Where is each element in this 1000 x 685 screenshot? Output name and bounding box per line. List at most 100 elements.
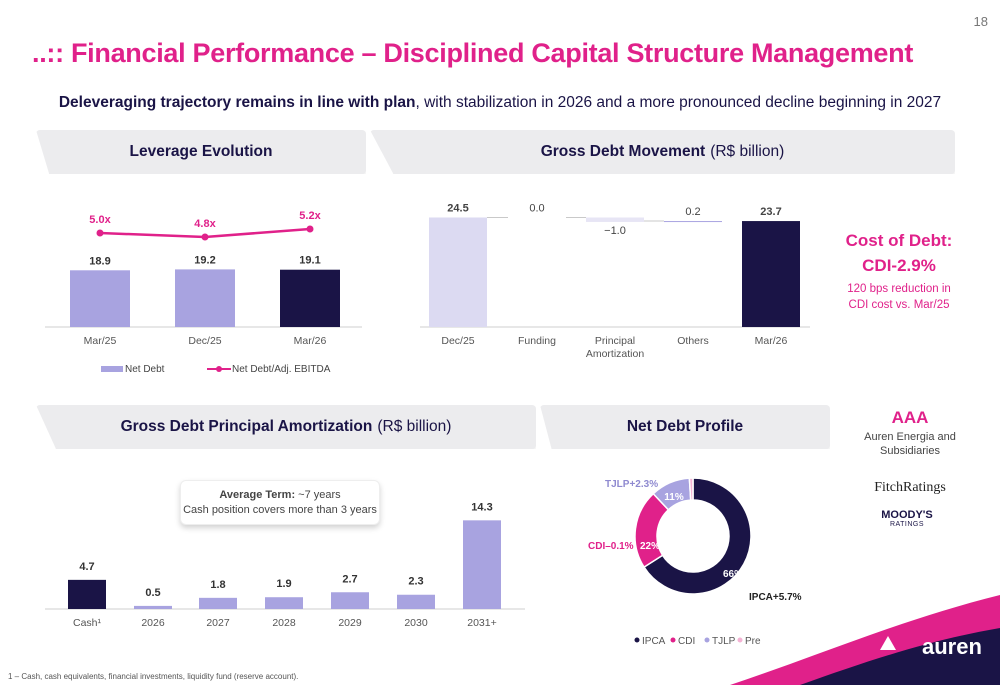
net-debt-profile-panel-title: Net Debt Profile bbox=[626, 418, 744, 435]
rating-subject-2: Subsidiaries bbox=[880, 445, 940, 457]
donut-legend-marker bbox=[634, 637, 640, 643]
page-title: ..:: Financial Performance – Disciplined… bbox=[32, 38, 914, 68]
net-debt-label: 18.9 bbox=[89, 255, 110, 267]
cost-of-debt-note-1: 120 bps reduction in bbox=[847, 283, 951, 295]
waterfall-bar bbox=[586, 217, 644, 222]
donut-callout-tjlp: TJLP+2.3% bbox=[605, 479, 658, 490]
average-term-line2: Cash position covers more than 3 years bbox=[183, 504, 377, 516]
gross-debt-movement-chart: 24.5 Dec/25 0.0 Funding −1.0 PrincipalAmortiz… bbox=[420, 202, 810, 360]
amort-tick-label: 2030 bbox=[404, 617, 428, 629]
donut-legend-label: Pre bbox=[745, 636, 761, 647]
net-debt-label: 19.2 bbox=[194, 254, 215, 266]
page-subtitle: Deleveraging trajectory remains in line … bbox=[0, 94, 1000, 112]
donut-legend-marker bbox=[737, 637, 743, 643]
legend-net-debt-swatch bbox=[101, 366, 123, 372]
leverage-tick-label: Dec/25 bbox=[188, 335, 221, 347]
ratings: AAA Auren Energia and Subsidiaries FitchR… bbox=[858, 408, 962, 528]
average-term-label: Average Term: bbox=[219, 489, 296, 501]
donut-slice bbox=[642, 477, 752, 595]
subtitle-bold: Deleveraging trajectory remains in line … bbox=[58, 94, 416, 111]
subtitle-rest: , with stabilization in 2026 and a more … bbox=[415, 94, 942, 111]
leverage-panel-title: Leverage Evolution bbox=[129, 143, 273, 160]
waterfall-label: 24.5 bbox=[447, 202, 468, 214]
net-debt-profile-chart: 66% 22% 11% IPCA+5.7% CDI–0.1% TJLP+2.3% IPCA C… bbox=[588, 477, 802, 647]
net-debt-label: 19.1 bbox=[299, 255, 320, 267]
waterfall-tick-label: Mar/26 bbox=[755, 335, 788, 347]
amort-label: 1.9 bbox=[276, 578, 291, 590]
leverage-panel-header: Leverage Evolution bbox=[36, 130, 366, 174]
amort-tick-label: 2028 bbox=[272, 617, 296, 629]
gross-debt-panel-title: Gross Debt Movement bbox=[540, 143, 706, 160]
rating-subject: Auren Energia and Subsidiaries bbox=[858, 430, 962, 458]
amort-tick-label: 2026 bbox=[141, 617, 165, 629]
waterfall-bar bbox=[508, 217, 566, 219]
amort-bar bbox=[265, 597, 303, 609]
rating-subject-1: Auren Energia and bbox=[864, 431, 956, 443]
leverage-label: 4.8x bbox=[194, 218, 216, 230]
waterfall-bar bbox=[742, 221, 800, 327]
footnote: 1 – Cash, cash equivalents, financial in… bbox=[8, 672, 299, 681]
amortization-panel-title: Gross Debt Principal Amortization bbox=[120, 418, 373, 435]
waterfall-label: −1.0 bbox=[604, 225, 626, 237]
legend-leverage-marker bbox=[216, 366, 222, 372]
net-debt-bar bbox=[175, 269, 235, 327]
amort-bar bbox=[397, 594, 435, 609]
waterfall-label: 0.2 bbox=[685, 206, 700, 218]
moodys-logo: MOODY'S bbox=[881, 509, 933, 521]
donut-legend-label: CDI bbox=[678, 636, 695, 647]
cost-of-debt-note-2: CDI cost vs. Mar/25 bbox=[848, 299, 950, 311]
page-number: 18 bbox=[973, 14, 988, 29]
amort-bar bbox=[331, 592, 369, 609]
donut-callout-cdi: CDI–0.1% bbox=[588, 541, 634, 552]
gross-debt-panel-unit: (R$ billion) bbox=[710, 143, 785, 160]
amort-label: 4.7 bbox=[79, 561, 94, 573]
waterfall-tick-label-2: Amortization bbox=[586, 348, 645, 360]
amort-label: 2.7 bbox=[342, 573, 357, 585]
waterfall-bar bbox=[664, 221, 722, 223]
amort-bar bbox=[463, 520, 501, 609]
moodys-logo-sub: RATINGS bbox=[889, 521, 925, 528]
net-debt-bar bbox=[70, 270, 130, 327]
waterfall-tick-label: Funding bbox=[518, 335, 556, 347]
waterfall-label: 23.7 bbox=[760, 206, 781, 218]
legend-net-debt-label: Net Debt bbox=[125, 364, 165, 375]
amort-label: 14.3 bbox=[471, 501, 492, 513]
amortization-panel-unit: (R$ billion) bbox=[377, 418, 452, 435]
net-debt-bar bbox=[280, 269, 340, 327]
leverage-point bbox=[96, 229, 104, 237]
donut-legend-marker bbox=[670, 637, 676, 643]
donut-slice-label: 22% bbox=[640, 541, 660, 552]
leverage-label: 5.0x bbox=[89, 214, 111, 226]
donut-slice bbox=[688, 477, 694, 501]
average-term-callout: Average Term: ~7 years Cash position cov… bbox=[180, 480, 380, 525]
decor-swoosh-navy bbox=[800, 628, 1000, 685]
average-term-value: ~7 years bbox=[295, 489, 341, 501]
leverage-tick-label: Mar/26 bbox=[294, 335, 327, 347]
waterfall-tick-label: Others bbox=[677, 335, 709, 347]
leverage-chart: 18.9 Mar/25 19.2 Dec/25 19.1 Mar/26 5.0x 4.8x 5.… bbox=[45, 210, 362, 375]
amortization-chart: 4.7 Cash¹ 0.5 2026 1.8 2027 1.9 2028 2.7 2029 2.3 2… bbox=[45, 501, 525, 629]
auren-logo: auren bbox=[922, 634, 982, 659]
leverage-point bbox=[306, 225, 314, 233]
amort-bar bbox=[199, 597, 237, 609]
amort-bar bbox=[68, 579, 106, 609]
waterfall-tick-label: Dec/25 bbox=[441, 335, 474, 347]
amort-label: 2.3 bbox=[408, 576, 423, 588]
cost-of-debt-heading: Cost of Debt: bbox=[845, 231, 953, 250]
amort-tick-label: 2029 bbox=[338, 617, 362, 629]
waterfall-tick-label: Principal bbox=[595, 335, 635, 347]
amortization-panel-header: Gross Debt Principal Amortization (R$ bil… bbox=[36, 405, 536, 449]
net-debt-profile-panel-header: Net Debt Profile bbox=[540, 405, 830, 449]
amort-tick-label: 2031+ bbox=[467, 617, 497, 629]
amort-bar bbox=[134, 605, 172, 609]
gross-debt-panel-header: Gross Debt Movement (R$ billion) bbox=[370, 130, 955, 174]
fitch-ratings-logo: FitchRatings bbox=[874, 480, 946, 495]
cost-of-debt-value: CDI-2.9% bbox=[862, 256, 936, 275]
amort-label: 0.5 bbox=[145, 587, 160, 599]
donut-legend-label: TJLP bbox=[712, 636, 736, 647]
cost-of-debt: Cost of Debt: CDI-2.9% 120 bps reduction… bbox=[840, 228, 958, 313]
average-term-line1: Average Term: ~7 years bbox=[181, 488, 379, 503]
leverage-point bbox=[201, 233, 209, 241]
amort-tick-label: Cash¹ bbox=[73, 617, 102, 629]
donut-slice-label: 11% bbox=[664, 492, 684, 503]
